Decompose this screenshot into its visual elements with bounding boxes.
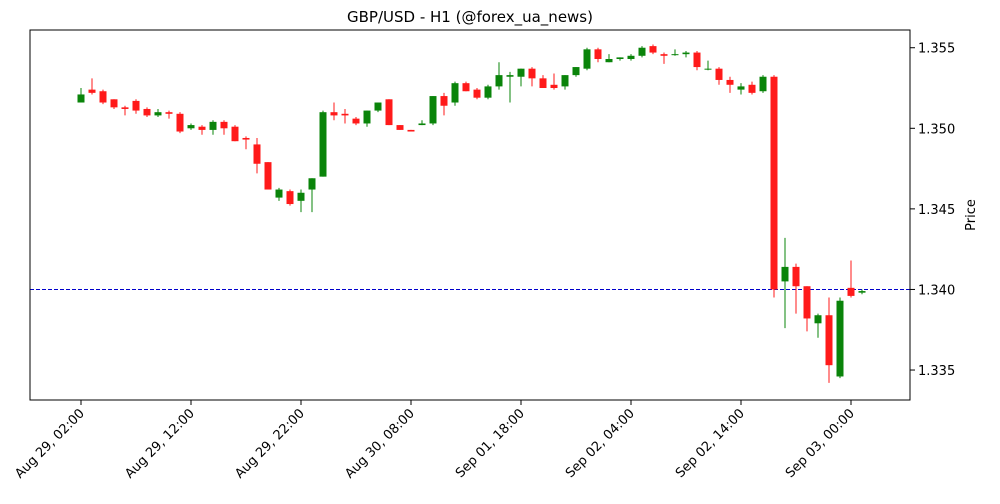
candle-body xyxy=(616,57,624,60)
candle-body xyxy=(132,100,140,111)
y-tick-label: 1.355 xyxy=(918,42,955,57)
candle-body xyxy=(209,121,217,130)
candle-body xyxy=(671,54,679,56)
candle-body xyxy=(286,191,294,205)
candle-body xyxy=(407,129,415,132)
candle-body xyxy=(605,59,613,63)
candle-body xyxy=(550,84,558,89)
candle-body xyxy=(539,78,547,89)
candle-body xyxy=(506,75,514,77)
candle-body xyxy=(715,68,723,80)
candle-body xyxy=(264,162,272,190)
candle-body xyxy=(704,68,712,70)
candle-body xyxy=(583,49,591,69)
candle-body xyxy=(484,86,492,98)
candle-body xyxy=(385,99,393,126)
candle-body xyxy=(275,189,283,198)
candle-body xyxy=(242,137,250,140)
candle-body xyxy=(110,99,118,108)
candle-body xyxy=(143,108,151,116)
candle-body xyxy=(253,144,261,164)
y-tick-label: 1.345 xyxy=(918,203,955,218)
candle-body xyxy=(473,89,481,98)
candle-body xyxy=(176,113,184,132)
candle-body xyxy=(638,47,646,56)
candle-body xyxy=(308,178,316,190)
candle-body xyxy=(792,266,800,287)
candle-body xyxy=(660,54,668,56)
candle-body xyxy=(77,94,85,103)
chart-title: GBP/USD - H1 (@forex_ua_news) xyxy=(347,8,593,27)
candle-body xyxy=(396,125,404,130)
candle-body xyxy=(770,76,778,290)
candle-body xyxy=(495,75,503,87)
candle-body xyxy=(682,52,690,55)
candle-body xyxy=(121,107,129,109)
candle-body xyxy=(462,83,470,92)
candle-body xyxy=(187,125,195,129)
candle-body xyxy=(803,286,811,319)
candle-body xyxy=(418,123,426,126)
candle-body xyxy=(726,79,734,85)
candle-body xyxy=(220,121,228,129)
candle-body xyxy=(330,112,338,116)
candle-body xyxy=(781,266,789,282)
plot-frame xyxy=(29,29,911,401)
candle-body xyxy=(737,86,745,90)
candle-body xyxy=(528,68,536,79)
candle-body xyxy=(198,126,206,130)
candle-body xyxy=(154,112,162,116)
candle-body xyxy=(440,96,448,106)
candle-body xyxy=(847,287,855,296)
candle-body xyxy=(341,113,349,116)
y-tick-label: 1.335 xyxy=(918,364,955,379)
candle-body xyxy=(693,52,701,68)
candle-body xyxy=(594,49,602,60)
candle-body xyxy=(363,110,371,124)
candle-body xyxy=(561,75,569,87)
candle-body xyxy=(825,315,833,366)
candle-body xyxy=(748,84,756,93)
candle-body xyxy=(836,300,844,377)
candle-body xyxy=(517,68,525,77)
candle-body xyxy=(319,112,327,177)
candle-body xyxy=(759,76,767,92)
candle-body xyxy=(374,102,382,111)
y-tick-label: 1.350 xyxy=(918,122,955,137)
candle-body xyxy=(297,192,305,201)
candle-body xyxy=(231,126,239,142)
candle-body xyxy=(352,118,360,124)
y-axis-label: Price xyxy=(964,199,979,231)
candle-body xyxy=(572,67,580,76)
y-tick-label: 1.340 xyxy=(918,283,955,298)
candle-body xyxy=(429,96,437,124)
candle-body xyxy=(649,46,657,53)
candle-body xyxy=(627,55,635,60)
candle-body xyxy=(451,83,459,103)
candle-body xyxy=(165,112,173,114)
candle-body xyxy=(88,89,96,93)
candle-body xyxy=(858,291,866,293)
candle-body xyxy=(99,91,107,103)
candle-body xyxy=(814,315,822,324)
